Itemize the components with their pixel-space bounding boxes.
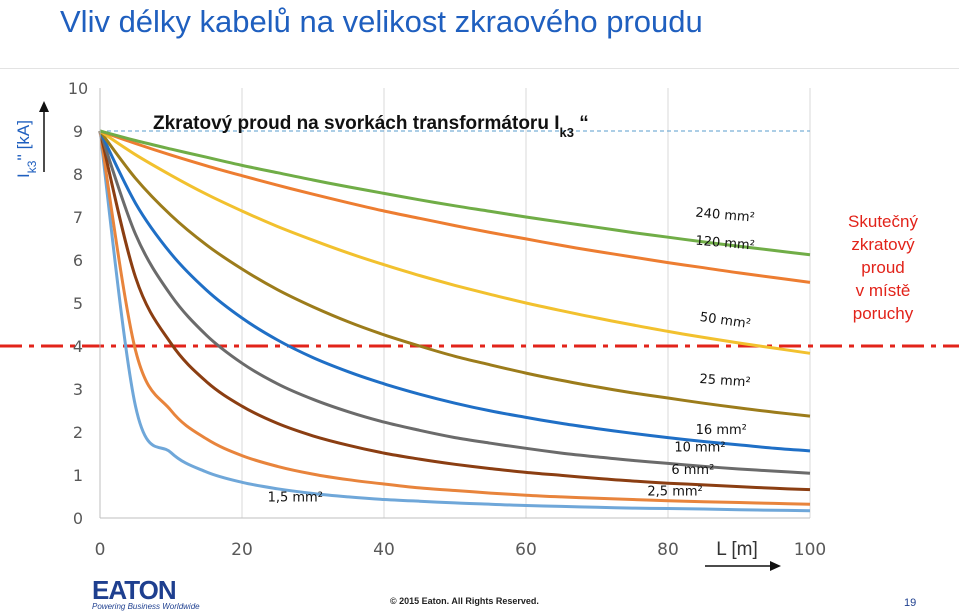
y-tick-label: 9 bbox=[73, 122, 83, 141]
axes: 0 20 40 60 80 100 0 1 2 3 4 5 6 7 8 9 10 bbox=[68, 79, 826, 560]
series-line bbox=[99, 129, 811, 284]
logo-wordmark: EATON bbox=[92, 575, 177, 605]
y-tick-label: 2 bbox=[73, 423, 83, 442]
series-label: 1,5 mm² bbox=[268, 491, 323, 506]
series-line bbox=[99, 129, 811, 257]
fault-note-line: proud bbox=[861, 258, 905, 277]
series-line bbox=[98, 130, 811, 453]
y-label-unit: '' [kA] bbox=[14, 120, 33, 161]
x-axis-arrow bbox=[705, 561, 781, 571]
y-tick-label: 8 bbox=[73, 165, 83, 184]
series-line bbox=[98, 130, 811, 475]
series-labels: 240 mm² 120 mm² 50 mm² 25 mm² 16 mm² 10 mm² 6 … bbox=[268, 206, 756, 506]
series-line bbox=[98, 130, 811, 418]
series-line bbox=[98, 130, 811, 492]
logo-tagline: Powering Business Worldwide bbox=[92, 602, 200, 611]
y-tick-label: 1 bbox=[73, 466, 83, 485]
y-label-subscript: k3 bbox=[25, 160, 39, 173]
x-axis-label: L [m] bbox=[716, 539, 758, 560]
series-label: 16 mm² bbox=[696, 423, 747, 438]
series-line bbox=[99, 129, 811, 355]
y-axis-arrow bbox=[39, 101, 49, 172]
chart-title-subscript: k3 bbox=[560, 125, 574, 140]
slide-title: Vliv délky kabelů na velikost zkraového … bbox=[60, 4, 703, 39]
x-tick-label: 100 bbox=[794, 540, 826, 560]
series-line bbox=[98, 130, 811, 513]
series-lines bbox=[98, 129, 811, 513]
series-label: 240 mm² bbox=[695, 206, 756, 226]
fault-note-line: poruchy bbox=[852, 304, 914, 323]
fault-current-note: Skutečný zkratový proud v místě poruchy bbox=[828, 210, 938, 325]
series-label: 6 mm² bbox=[671, 463, 714, 478]
x-tick-label: 20 bbox=[231, 540, 253, 560]
y-tick-label: 3 bbox=[73, 380, 83, 399]
y-tick-label: 7 bbox=[73, 208, 83, 227]
x-tick-label: 80 bbox=[657, 540, 679, 560]
x-tick-label: 60 bbox=[515, 540, 537, 560]
title-divider bbox=[0, 68, 959, 69]
series-label: 2,5 mm² bbox=[647, 485, 702, 500]
copyright: © 2015 Eaton. All Rights Reserved. bbox=[390, 596, 539, 606]
series-label: 50 mm² bbox=[699, 310, 752, 332]
fault-note-line: v místě bbox=[855, 281, 911, 300]
reference-lines bbox=[0, 130, 959, 348]
x-tick-label: 0 bbox=[95, 540, 106, 560]
y-tick-label: 6 bbox=[73, 251, 83, 270]
series-label: 120 mm² bbox=[695, 234, 756, 254]
y-tick-label: 0 bbox=[73, 509, 83, 528]
eaton-logo: EATON Powering Business Worldwide bbox=[92, 575, 200, 612]
series-line bbox=[98, 130, 811, 506]
fault-note-line: zkratový bbox=[851, 235, 915, 254]
y-tick-label: 4 bbox=[73, 337, 83, 356]
fault-note-line: Skutečný bbox=[848, 212, 918, 231]
short-circuit-chart: 0 20 40 60 80 100 0 1 2 3 4 5 6 7 8 9 10 240 mm² 120 mm² 5… bbox=[0, 79, 959, 571]
y-tick-label: 5 bbox=[73, 294, 83, 313]
y-axis-label: Ik3'' [kA] bbox=[14, 120, 39, 178]
x-tick-label: 40 bbox=[373, 540, 395, 560]
y-tick-label: 10 bbox=[68, 79, 88, 98]
series-label: 10 mm² bbox=[674, 440, 725, 455]
series-label: 25 mm² bbox=[699, 372, 751, 391]
chart-title: Zkratový proud na svorkách transformátor… bbox=[153, 113, 589, 140]
page-number: 19 bbox=[904, 597, 917, 609]
